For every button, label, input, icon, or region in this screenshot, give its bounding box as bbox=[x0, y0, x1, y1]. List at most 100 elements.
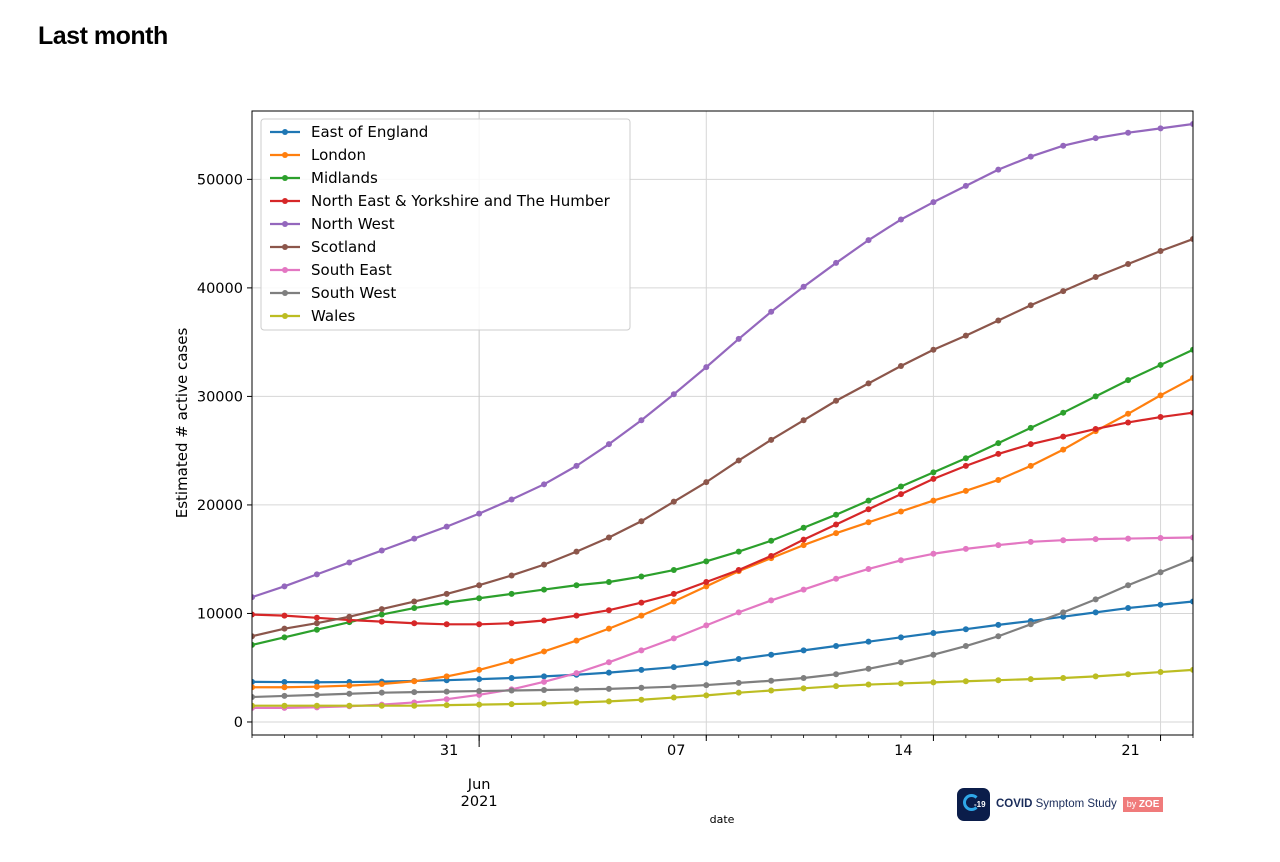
data-point bbox=[800, 542, 807, 549]
data-point bbox=[605, 534, 612, 541]
data-point bbox=[1060, 613, 1067, 620]
legend-marker bbox=[282, 175, 288, 181]
data-point bbox=[930, 469, 937, 476]
series-wales bbox=[252, 666, 1193, 709]
data-point bbox=[605, 698, 612, 705]
series-north-east-yorkshire-and-the-humber bbox=[252, 409, 1193, 628]
data-point bbox=[995, 542, 1002, 549]
data-point bbox=[1157, 601, 1164, 608]
data-point bbox=[768, 537, 775, 544]
data-point bbox=[541, 586, 548, 593]
data-point bbox=[1092, 274, 1099, 281]
data-point bbox=[605, 607, 612, 614]
data-point bbox=[703, 583, 710, 590]
data-point bbox=[962, 487, 969, 494]
data-point bbox=[1092, 425, 1099, 432]
data-point bbox=[962, 643, 969, 650]
data-point bbox=[768, 687, 775, 694]
data-point bbox=[411, 702, 418, 709]
data-point bbox=[703, 682, 710, 689]
data-point bbox=[1190, 374, 1193, 381]
data-point bbox=[735, 656, 742, 663]
data-point bbox=[930, 651, 937, 658]
data-point bbox=[476, 701, 483, 708]
y-tick-label: 20000 bbox=[197, 498, 243, 514]
data-point bbox=[1060, 433, 1067, 440]
data-point bbox=[930, 199, 937, 206]
data-point bbox=[735, 609, 742, 616]
data-point bbox=[670, 635, 677, 642]
series-south-west bbox=[252, 556, 1193, 701]
data-point bbox=[313, 571, 320, 578]
legend-item: Wales bbox=[270, 307, 355, 325]
data-point bbox=[541, 617, 548, 624]
data-point bbox=[476, 621, 483, 628]
data-point bbox=[833, 643, 840, 650]
data-point bbox=[800, 417, 807, 424]
data-point bbox=[281, 625, 288, 632]
data-point bbox=[833, 575, 840, 582]
legend-item: East of England bbox=[270, 123, 428, 141]
data-point bbox=[476, 676, 483, 683]
legend-marker bbox=[282, 290, 288, 296]
legend-item: North West bbox=[270, 215, 395, 233]
data-point bbox=[508, 572, 515, 579]
data-point bbox=[476, 595, 483, 602]
data-point bbox=[378, 689, 385, 696]
data-point bbox=[865, 681, 872, 688]
covid-symptom-study-logo: -19 COVID Symptom Study by ZOE bbox=[957, 787, 1164, 821]
data-point bbox=[1060, 288, 1067, 295]
data-point bbox=[605, 625, 612, 632]
series-line bbox=[252, 668, 1193, 707]
series-london bbox=[252, 374, 1193, 691]
data-point bbox=[313, 626, 320, 633]
data-point bbox=[476, 688, 483, 695]
data-point bbox=[541, 686, 548, 693]
data-point bbox=[962, 462, 969, 469]
data-point bbox=[703, 578, 710, 585]
data-point bbox=[1092, 596, 1099, 603]
data-point bbox=[508, 658, 515, 665]
data-point bbox=[800, 647, 807, 654]
data-point bbox=[995, 450, 1002, 457]
legend-item: London bbox=[270, 146, 366, 164]
data-point bbox=[703, 622, 710, 629]
y-tick-label: 50000 bbox=[197, 172, 243, 188]
data-point bbox=[605, 685, 612, 692]
x-tick-label: 07 bbox=[667, 743, 685, 759]
data-point bbox=[638, 684, 645, 691]
data-point bbox=[541, 648, 548, 655]
axes: 0 10000 20000 30000 40000 50000 31 07 14 21 Jun202… bbox=[197, 172, 1194, 810]
data-point bbox=[962, 626, 969, 633]
data-point bbox=[1092, 135, 1099, 142]
x-tick-label: 14 bbox=[894, 743, 912, 759]
series-line bbox=[252, 122, 1193, 599]
data-point bbox=[476, 582, 483, 589]
legend-label: North West bbox=[311, 215, 395, 233]
data-point bbox=[411, 678, 418, 685]
data-point bbox=[962, 678, 969, 685]
data-point bbox=[508, 496, 515, 503]
data-point bbox=[1157, 414, 1164, 421]
data-point bbox=[411, 620, 418, 627]
data-point bbox=[1125, 410, 1132, 417]
data-point bbox=[670, 498, 677, 505]
legend: East of England London Midlands North East … bbox=[260, 118, 631, 331]
data-point bbox=[703, 692, 710, 699]
data-point bbox=[735, 689, 742, 696]
data-point bbox=[313, 691, 320, 698]
data-point bbox=[670, 664, 677, 671]
data-point bbox=[735, 679, 742, 686]
data-point bbox=[313, 683, 320, 690]
data-point bbox=[573, 462, 580, 469]
data-point bbox=[443, 599, 450, 606]
data-point bbox=[1060, 446, 1067, 453]
data-point bbox=[897, 216, 904, 223]
data-point bbox=[476, 510, 483, 517]
data-point bbox=[735, 548, 742, 555]
legend-label: South East bbox=[311, 261, 392, 279]
data-point bbox=[833, 397, 840, 404]
data-point bbox=[252, 702, 255, 709]
data-point bbox=[1157, 361, 1164, 368]
data-point bbox=[313, 702, 320, 709]
